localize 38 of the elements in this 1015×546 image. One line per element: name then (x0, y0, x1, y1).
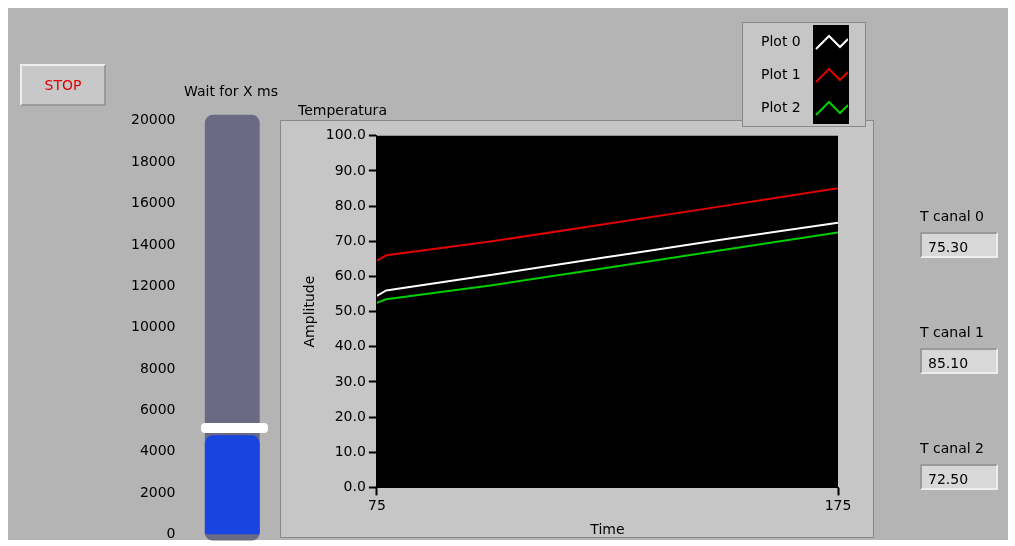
y-tick-label: 12000 (130, 276, 176, 293)
text: 72.50 (920, 464, 998, 490)
text: 75.30 (920, 232, 998, 258)
y-tick-label: 0.0 (343, 478, 366, 495)
y-tick-label: 10.0 (334, 442, 366, 459)
y-tick-label: 80.0 (334, 196, 366, 213)
y-tick-label: 6000 (139, 401, 176, 418)
y-tick-label: 2000 (139, 483, 176, 500)
x-tick-label: 75 (367, 497, 386, 514)
y-tick-label: 90.0 (334, 161, 366, 178)
y-tick-label: 30.0 (334, 372, 366, 389)
y-tick-label: 14000 (130, 235, 176, 252)
y-tick-label: 40.0 (334, 337, 366, 354)
chart-title: Temperatura (297, 102, 387, 119)
y-tick-label: 0 (166, 525, 176, 542)
y-tick-label: 20.0 (334, 407, 366, 424)
y-tick-label: 20000 (130, 111, 176, 128)
legend-label: Plot 1 (761, 65, 801, 84)
legend-label: Plot 0 (761, 32, 801, 51)
y-tick-label: 70.0 (334, 231, 366, 248)
y-tick-label: 60.0 (334, 267, 366, 284)
text: T canal 2 (920, 440, 984, 456)
y-axis-title: Amplitude (301, 275, 318, 348)
legend-label: Plot 2 (761, 98, 801, 117)
y-tick-label: 100.0 (325, 126, 366, 143)
chart-title: Wait for X ms (183, 83, 278, 100)
y-tick-label: 4000 (139, 442, 176, 459)
y-tick-label: 16000 (130, 194, 176, 211)
x-axis-title: Time (589, 521, 625, 538)
x-tick-label: 175 (824, 497, 852, 514)
y-tick-label: 18000 (130, 152, 176, 169)
stop-button: STOP (20, 64, 106, 106)
y-tick-label: 10000 (130, 318, 176, 335)
y-tick-label: 50.0 (334, 302, 366, 319)
text: T canal 0 (920, 208, 984, 224)
text: 85.10 (920, 348, 998, 374)
y-tick-label: 8000 (139, 359, 176, 376)
text: T canal 1 (920, 324, 984, 340)
